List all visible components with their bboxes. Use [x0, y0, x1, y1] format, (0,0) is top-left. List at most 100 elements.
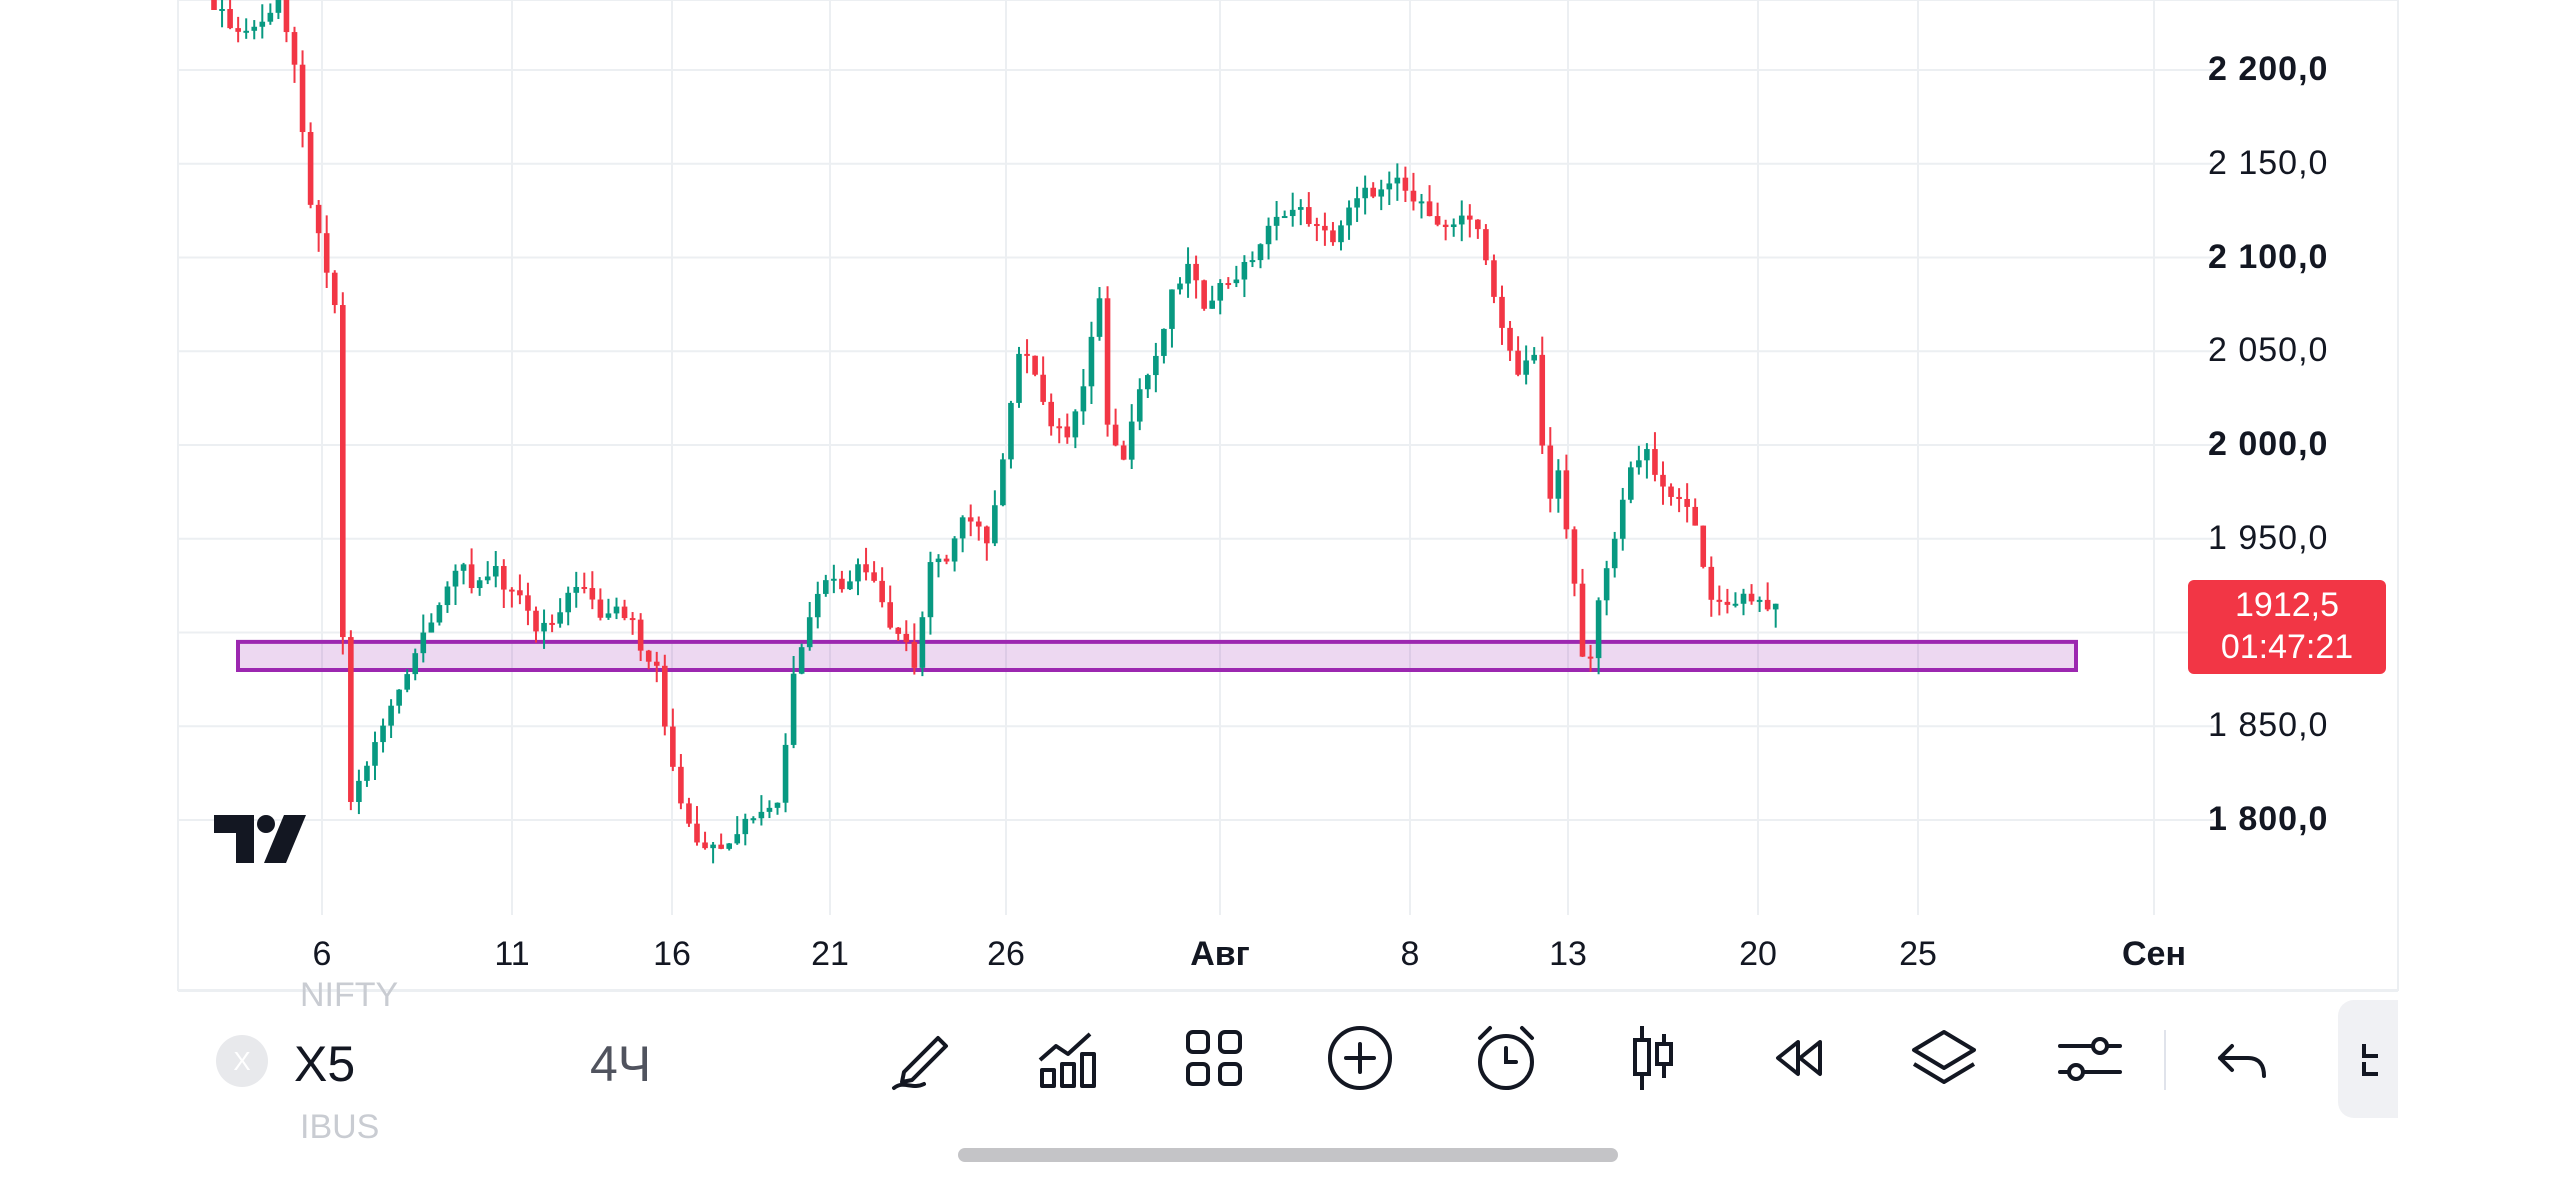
- candle-up: [372, 731, 378, 781]
- candle-body: [1628, 467, 1634, 500]
- time-axis-label: Авг: [1190, 935, 1250, 973]
- candle-down: [1708, 556, 1715, 617]
- candle-up: [1644, 443, 1650, 479]
- next-symbol-ghost: IBUS: [300, 1108, 380, 1146]
- candle-down: [227, 0, 233, 30]
- candle-body: [1024, 353, 1030, 356]
- candle-up: [1177, 277, 1183, 295]
- alert-icon[interactable]: [1468, 1020, 1544, 1096]
- candle-body: [1684, 498, 1690, 507]
- candle-body: [323, 233, 330, 273]
- layouts-icon[interactable]: [1176, 1020, 1252, 1096]
- candle-up: [1458, 200, 1465, 242]
- candle-body: [1402, 177, 1409, 191]
- candle-body: [444, 586, 451, 606]
- candle-body: [1281, 216, 1288, 219]
- candle-down: [662, 654, 668, 736]
- candle-body: [694, 823, 700, 843]
- candle-up: [476, 577, 483, 596]
- candle-body: [557, 612, 563, 624]
- candle-down: [1225, 277, 1232, 289]
- candle-up: [1008, 400, 1014, 469]
- candle-body: [1442, 224, 1449, 228]
- candle-down: [678, 754, 684, 810]
- layers-icon[interactable]: [1906, 1020, 1982, 1096]
- candle-body: [742, 818, 749, 835]
- candle-body: [1112, 424, 1119, 446]
- toolbar-more-button[interactable]: [2338, 1000, 2398, 1118]
- settings-icon[interactable]: [2052, 1020, 2128, 1096]
- candle-body: [1080, 386, 1087, 412]
- candle-up: [1756, 596, 1763, 612]
- candle-body: [984, 526, 990, 544]
- candle-body: [1096, 298, 1103, 337]
- undo-icon[interactable]: [2204, 1020, 2280, 1096]
- pencil-icon[interactable]: [884, 1020, 960, 1096]
- candles-icon[interactable]: [1614, 1020, 1690, 1096]
- tradingview-logo[interactable]: [214, 815, 306, 865]
- candle-up: [1241, 255, 1248, 298]
- candle-body: [356, 780, 362, 802]
- candle-body: [211, 0, 217, 10]
- candle-body: [895, 627, 902, 634]
- replay-icon[interactable]: [1760, 1020, 1836, 1096]
- candle-down: [1668, 483, 1674, 506]
- price-chart[interactable]: [0, 0, 2556, 1000]
- candle-body: [1531, 354, 1537, 361]
- candle-body: [420, 632, 427, 654]
- candle-up: [388, 699, 394, 739]
- candle-up: [267, 3, 274, 25]
- candle-body: [549, 622, 555, 625]
- candle-body: [1523, 360, 1529, 375]
- candle-up: [404, 669, 410, 693]
- candle-body: [1193, 263, 1199, 281]
- candle-up: [1418, 193, 1425, 219]
- candle-down: [348, 630, 354, 811]
- candle-down: [1491, 254, 1497, 304]
- candle-body: [1732, 603, 1739, 606]
- candles-series[interactable]: [211, 0, 1779, 864]
- candle-down: [1410, 172, 1417, 211]
- candle-up: [798, 643, 805, 675]
- candle-body: [1668, 486, 1674, 497]
- candle-down: [943, 554, 950, 565]
- candle-body: [1016, 353, 1022, 403]
- candle-up: [1394, 163, 1401, 201]
- candle-down: [1507, 320, 1513, 361]
- candle-up: [1628, 461, 1634, 504]
- add-icon[interactable]: [1322, 1020, 1398, 1096]
- candle-body: [903, 633, 910, 643]
- candle-body: [839, 578, 845, 590]
- candle-up: [1080, 369, 1087, 425]
- candle-up: [1281, 210, 1288, 219]
- candle-up: [396, 689, 402, 714]
- symbol-name[interactable]: X5: [294, 1036, 356, 1092]
- candle-up: [444, 581, 451, 613]
- chart-grid: [178, 0, 2214, 915]
- candle-down: [1539, 336, 1546, 455]
- candle-down: [670, 708, 676, 772]
- candle-down: [1547, 427, 1554, 513]
- candle-down: [307, 122, 314, 209]
- candle-up: [847, 570, 853, 591]
- candle-up: [428, 613, 435, 633]
- candle-up: [251, 20, 258, 40]
- candle-up: [1000, 453, 1006, 507]
- candle-body: [1338, 225, 1344, 243]
- candle-body: [1740, 593, 1747, 604]
- candle-body: [662, 665, 668, 727]
- interval-selector[interactable]: 4Ч: [590, 1036, 652, 1092]
- candle-body: [1458, 215, 1465, 225]
- symbol-logo[interactable]: X: [216, 1035, 268, 1087]
- candle-down: [1587, 644, 1594, 672]
- indicators-icon[interactable]: [1030, 1020, 1106, 1096]
- candle-down: [1676, 488, 1682, 513]
- candle-body: [315, 204, 322, 234]
- candle-body: [1040, 374, 1046, 402]
- candle-down: [621, 599, 628, 621]
- support-zone-rectangle[interactable]: [236, 639, 2078, 672]
- candle-body: [1547, 445, 1554, 499]
- candle-down: [501, 559, 507, 608]
- toolbar-separator: [2164, 1030, 2166, 1090]
- candle-down: [1322, 212, 1328, 246]
